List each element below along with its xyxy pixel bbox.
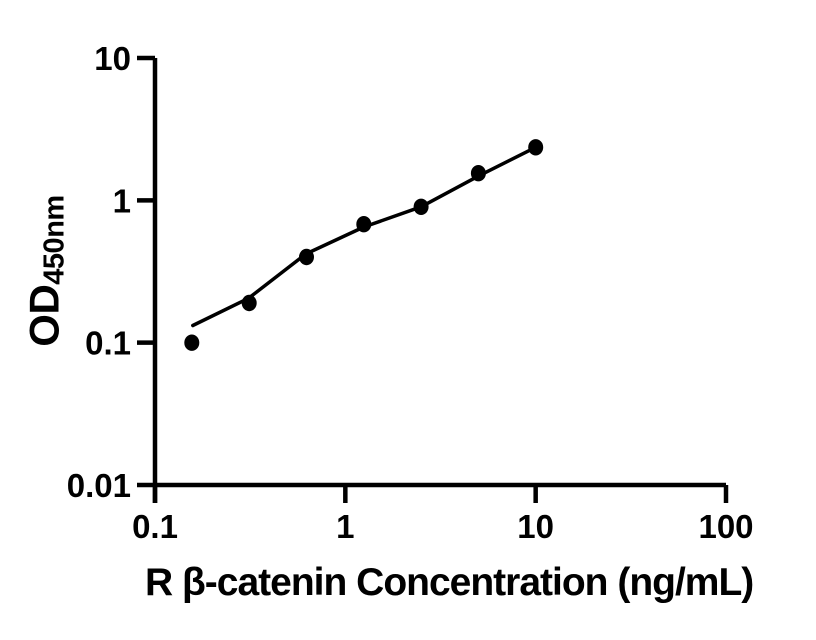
data-point bbox=[470, 165, 486, 182]
x-tick-label: 10 bbox=[517, 508, 554, 545]
data-point bbox=[356, 216, 372, 233]
y-tick-label: 0.01 bbox=[67, 467, 131, 504]
data-point bbox=[413, 198, 429, 215]
data-point bbox=[184, 334, 200, 351]
x-tick-label: 100 bbox=[698, 508, 753, 545]
data-point bbox=[241, 294, 257, 312]
y-tick-label: 1 bbox=[113, 182, 131, 219]
y-axis-title-subscript: 450nm bbox=[38, 195, 71, 285]
x-axis-title: R β-catenin Concentration (ng/mL) bbox=[145, 561, 754, 604]
data-point bbox=[299, 248, 314, 266]
y-tick-label: 0.1 bbox=[85, 325, 131, 362]
x-tick-label: 1 bbox=[336, 508, 354, 545]
x-tick-label: 0.1 bbox=[132, 508, 178, 545]
data-point bbox=[528, 139, 544, 156]
y-axis-title: OD450nm bbox=[21, 195, 72, 346]
y-axis-title-main: OD bbox=[20, 284, 68, 347]
y-tick-label: 10 bbox=[94, 40, 131, 77]
